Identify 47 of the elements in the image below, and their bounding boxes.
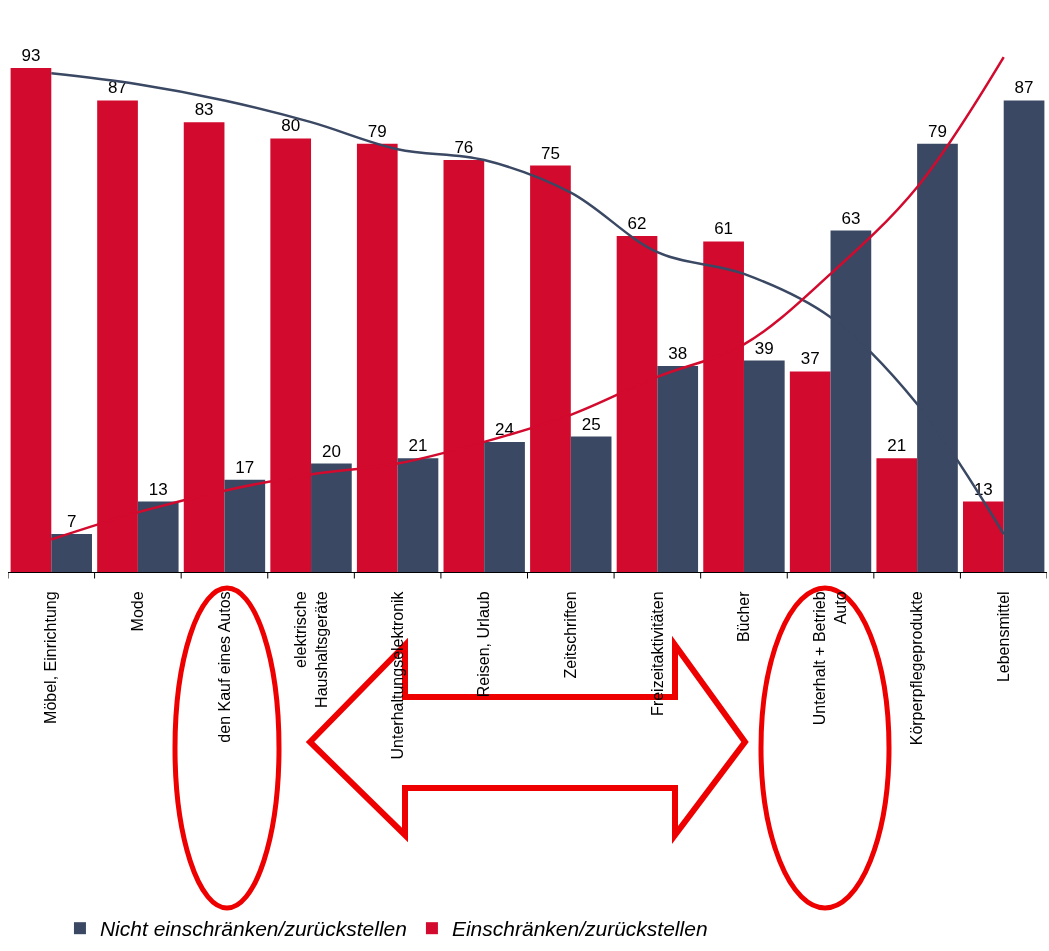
data-label: 61	[714, 219, 734, 239]
data-label: 24	[495, 419, 515, 439]
bar	[743, 360, 785, 572]
x-tick-label: Möbel, Einrichtung	[42, 591, 60, 724]
bar	[311, 463, 352, 572]
x-tick-label: Lebensmittel	[994, 591, 1012, 683]
bar	[397, 458, 439, 572]
x-tick-label: Körperpflegeprodukte	[908, 591, 926, 746]
data-label: 76	[454, 138, 474, 158]
data-label: 79	[367, 121, 387, 141]
x-tick-label: Bücher	[735, 590, 753, 643]
data-label: 93	[21, 45, 41, 65]
x-tick-label: den Kauf eines Autos	[215, 591, 233, 743]
data-label: 17	[235, 457, 255, 477]
x-tick-label: Reisen, Urlaub	[475, 591, 493, 698]
x-tick-label: Zeitschriften	[561, 591, 579, 679]
bar	[224, 479, 266, 572]
x-tick-label: Unterhaltungselektronik	[388, 590, 406, 760]
data-label: 37	[800, 349, 820, 369]
bar	[963, 501, 1004, 572]
data-label: 63	[841, 208, 861, 228]
x-tick-label: Unterhalt + Betrieb Auto	[811, 591, 850, 726]
data-label: 21	[887, 436, 907, 456]
data-label: 83	[194, 100, 214, 120]
bar	[789, 371, 831, 572]
bar	[51, 534, 92, 572]
data-label: 39	[754, 338, 774, 358]
data-label: 25	[581, 414, 601, 434]
data-label: 13	[148, 479, 168, 499]
data-label: 20	[321, 441, 341, 461]
data-label: 75	[540, 143, 560, 163]
data-label: 80	[281, 116, 301, 136]
legend-label: Nicht einschränken/zurückstellen	[99, 917, 407, 941]
x-tick-label: Freizeitaktivitäten	[648, 591, 666, 716]
data-label: 38	[668, 344, 688, 364]
x-tick-label: Mode	[129, 591, 147, 632]
bar	[570, 436, 612, 572]
data-label: 21	[408, 436, 428, 456]
bar	[484, 441, 525, 572]
data-label: 62	[627, 213, 647, 233]
legend-label: Einschränken/zurückstellen	[451, 917, 708, 941]
data-label: 79	[928, 121, 947, 141]
bar	[876, 458, 918, 572]
bar	[657, 366, 699, 572]
data-label: 87	[1014, 78, 1034, 98]
data-label: 7	[66, 512, 77, 532]
bar	[137, 501, 179, 572]
